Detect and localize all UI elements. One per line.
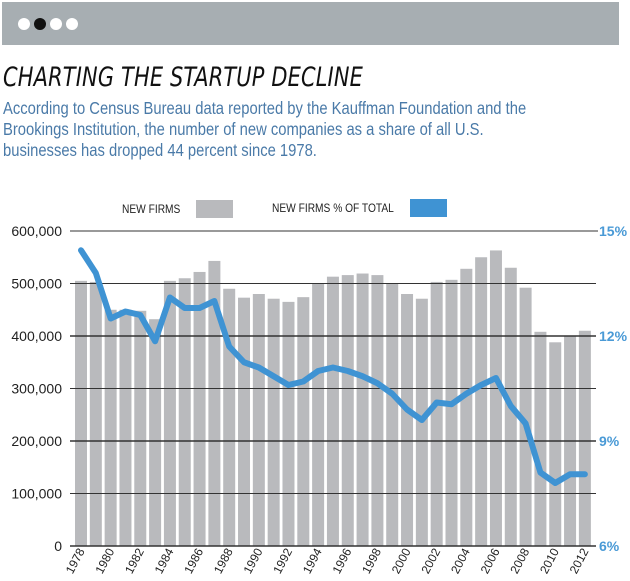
bar-2010: [549, 342, 562, 546]
bar-1985: [178, 278, 191, 546]
bar-1994: [312, 283, 325, 546]
legend-swatch-new-firms-pct: [410, 199, 447, 217]
pager-dot[interactable]: [50, 18, 62, 30]
y-tick-label: 400,000: [11, 328, 62, 344]
y-tick-label: 600,000: [11, 223, 62, 239]
bar-1993: [297, 297, 310, 546]
bar-1980: [104, 309, 117, 546]
x-tick-label: 1982: [122, 546, 147, 576]
bar-1990: [252, 294, 265, 546]
bar-2012: [578, 330, 591, 546]
x-tick-label: 1984: [152, 546, 177, 576]
y2-tick-label: 15%: [599, 223, 628, 239]
y2-tick-label: 6%: [599, 538, 620, 554]
bar-2005: [475, 257, 488, 546]
x-tick-label: 2002: [418, 546, 443, 576]
x-tick-label: 1986: [181, 546, 206, 576]
pager-dot-active[interactable]: [34, 18, 46, 30]
y-tick-label: 200,000: [11, 433, 62, 449]
y-tick-label: 0: [54, 538, 62, 554]
legend-label-new-firms: NEW FIRMS: [122, 202, 181, 216]
bar-1999: [386, 283, 399, 546]
bar-1996: [341, 275, 354, 546]
bar-1997: [356, 273, 369, 546]
x-tick-label: 1980: [92, 546, 117, 576]
x-tick-label: 2012: [567, 546, 592, 576]
pager-dot[interactable]: [18, 18, 30, 30]
pager-dot[interactable]: [66, 18, 78, 30]
top-bar: [2, 2, 619, 45]
x-tick-label: 1998: [359, 546, 384, 576]
bar-2003: [445, 279, 458, 546]
bar-2009: [534, 331, 547, 546]
bar-1995: [326, 276, 339, 546]
bar-1982: [134, 310, 147, 546]
bar-2004: [460, 268, 473, 546]
bar-1979: [89, 281, 102, 546]
x-tick-label: 1988: [211, 546, 236, 576]
bar-1998: [371, 275, 384, 546]
bar-2000: [401, 294, 414, 546]
bar-1992: [282, 301, 295, 546]
x-tick-label: 2000: [389, 546, 414, 576]
y-tick-label: 500,000: [11, 276, 62, 292]
legend-label-new-firms-pct: NEW FIRMS % OF TOTAL: [272, 201, 394, 215]
x-tick-label: 1996: [330, 546, 355, 576]
bar-1981: [119, 309, 132, 546]
x-tick-label: 2006: [478, 546, 503, 576]
bar-1978: [75, 280, 87, 546]
x-tick-label: 2008: [507, 546, 532, 576]
bar-2008: [519, 287, 532, 546]
legend-swatch-new-firms: [196, 200, 233, 218]
bar-2002: [430, 281, 443, 546]
x-tick-label: 1978: [63, 546, 88, 576]
bar-1983: [149, 319, 162, 546]
x-tick-label: 1992: [270, 546, 295, 576]
bar-1986: [193, 271, 206, 546]
y-tick-label: 300,000: [11, 381, 62, 397]
x-tick-label: 1994: [300, 546, 325, 576]
bar-1989: [238, 297, 251, 546]
x-tick-label: 2004: [448, 546, 473, 576]
bar-1991: [267, 298, 280, 546]
y2-tick-label: 12%: [599, 328, 628, 344]
bar-2006: [489, 250, 502, 547]
chart-subtitle: According to Census Bureau data reported…: [3, 98, 527, 160]
x-tick-label: 2010: [537, 546, 562, 576]
pager-dots: [18, 18, 78, 30]
x-tick-label: 1990: [241, 546, 266, 576]
chart-title: CHARTING THE STARTUP DECLINE: [3, 62, 364, 93]
y2-tick-label: 9%: [599, 433, 620, 449]
y-tick-label: 100,000: [11, 486, 62, 502]
bar-1984: [163, 280, 176, 546]
bar-1987: [208, 260, 221, 546]
